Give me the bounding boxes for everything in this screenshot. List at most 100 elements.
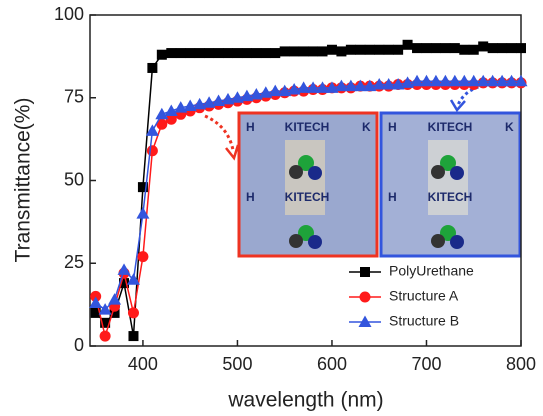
marker	[505, 74, 519, 87]
marker	[374, 44, 385, 55]
inset-arrow	[456, 82, 491, 106]
marker	[383, 44, 394, 55]
series-line	[95, 80, 521, 311]
x-axis-label: wavelength (nm)	[227, 389, 383, 412]
inset-text: K	[505, 120, 514, 134]
marker	[401, 76, 415, 88]
marker	[109, 307, 120, 318]
y-tick-label: 100	[54, 4, 84, 24]
inset-logo	[308, 235, 322, 249]
x-tick-label: 400	[128, 354, 158, 374]
marker	[166, 48, 177, 59]
marker	[90, 307, 101, 318]
inset-arrow	[225, 144, 240, 161]
marker	[156, 118, 168, 130]
marker	[268, 84, 282, 97]
marker	[98, 303, 112, 315]
marker	[358, 315, 372, 327]
x-tick-label: 700	[411, 354, 441, 374]
marker	[221, 92, 235, 105]
marker	[108, 293, 122, 305]
x-tick-label: 500	[222, 354, 252, 374]
marker	[487, 43, 498, 54]
marker	[334, 79, 348, 92]
marker	[89, 296, 103, 308]
marker	[457, 74, 471, 87]
inset-logo	[298, 155, 314, 171]
marker	[440, 43, 451, 54]
marker	[372, 78, 386, 90]
marker	[222, 48, 233, 59]
marker	[230, 91, 244, 103]
marker	[117, 263, 131, 275]
marker	[183, 99, 197, 112]
marker	[260, 48, 271, 59]
legend-label: Structure B	[389, 313, 459, 329]
marker	[468, 44, 479, 55]
marker	[410, 74, 424, 87]
marker	[402, 39, 413, 50]
marker	[325, 81, 339, 93]
marker	[419, 74, 433, 87]
marker	[476, 74, 490, 87]
marker	[136, 207, 150, 219]
marker	[421, 43, 432, 54]
inset-logo	[431, 165, 445, 179]
marker	[448, 74, 462, 87]
marker	[100, 317, 111, 328]
inset-logo	[431, 234, 445, 248]
marker	[430, 43, 441, 54]
inset-arrow	[449, 99, 466, 113]
inset-text: KITECH	[428, 120, 473, 134]
marker	[137, 251, 149, 263]
marker	[306, 81, 320, 93]
y-axis-label: Transmittance(%)	[12, 98, 35, 263]
marker	[128, 331, 139, 342]
inset-photos: KITECH H K KITECH H KITECH H K KITECH H	[204, 82, 522, 258]
y-tick-label: 25	[64, 252, 84, 272]
marker	[251, 48, 262, 59]
marker	[146, 145, 158, 157]
marker	[289, 46, 300, 57]
marker	[175, 48, 186, 59]
y-tick-label: 50	[64, 169, 84, 189]
marker	[412, 43, 423, 54]
marker	[240, 89, 254, 102]
inset-logo	[289, 165, 303, 179]
inset-arrow	[204, 114, 235, 151]
inset-text: KITECH	[285, 190, 330, 204]
marker	[495, 74, 509, 87]
inset-logo	[450, 235, 464, 249]
legend-label: PolyUrethane	[389, 263, 474, 279]
marker	[127, 307, 139, 319]
legend: PolyUrethane Structure A Structure B	[340, 259, 520, 337]
marker	[467, 74, 481, 87]
marker	[270, 48, 281, 59]
marker	[486, 74, 500, 87]
marker	[360, 267, 370, 277]
marker	[344, 79, 358, 92]
marker	[155, 107, 169, 120]
marker	[126, 273, 140, 285]
marker	[336, 46, 347, 57]
marker	[232, 48, 243, 59]
marker	[279, 46, 290, 57]
marker	[193, 97, 207, 110]
marker	[145, 124, 159, 136]
marker	[213, 48, 224, 59]
x-tick-label: 600	[317, 354, 347, 374]
inset-logo	[289, 234, 303, 248]
marker	[506, 43, 517, 54]
inset-text: K	[362, 120, 371, 134]
marker	[438, 74, 452, 87]
marker	[165, 113, 177, 125]
marker	[212, 94, 226, 107]
marker	[497, 43, 508, 54]
inset-logo	[440, 225, 456, 241]
inset-logo	[450, 166, 464, 180]
marker	[478, 41, 489, 52]
inset-text: KITECH	[428, 190, 473, 204]
marker	[449, 43, 460, 54]
marker	[137, 182, 148, 193]
